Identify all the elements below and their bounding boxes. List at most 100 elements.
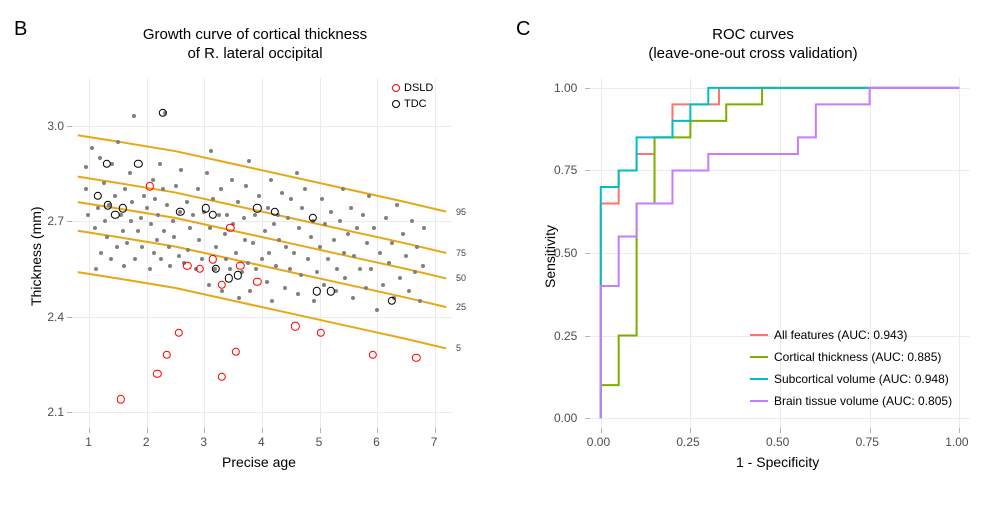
background-point: [367, 194, 371, 198]
background-point: [346, 232, 350, 236]
percentile-label: 50: [456, 273, 466, 283]
background-point: [274, 264, 278, 268]
background-point: [332, 238, 336, 242]
background-point: [296, 292, 300, 296]
background-point: [342, 251, 346, 255]
tick-x-label: 0.50: [766, 435, 789, 449]
roc-legend-label: Subcortical volume (AUC: 0.948): [774, 372, 949, 386]
background-point: [209, 149, 213, 153]
tick-x: [959, 428, 960, 433]
background-point: [119, 213, 123, 217]
background-point: [179, 168, 183, 172]
background-point: [115, 245, 119, 249]
legend-dsld-label: DSLD: [404, 82, 433, 94]
background-point: [251, 241, 255, 245]
tick-x-label: 0.25: [676, 435, 699, 449]
background-point: [130, 200, 134, 204]
percentile-label: 75: [456, 248, 466, 258]
background-point: [265, 280, 269, 284]
background-point: [315, 270, 319, 274]
background-point: [168, 264, 172, 268]
background-point: [125, 241, 129, 245]
background-point: [129, 219, 133, 223]
roc-legend-label: Cortical thickness (AUC: 0.885): [774, 350, 941, 364]
background-point: [205, 171, 209, 175]
background-point: [248, 289, 252, 293]
background-point: [384, 216, 388, 220]
background-point: [358, 267, 362, 271]
background-point: [299, 273, 303, 277]
background-point: [364, 286, 368, 290]
background-point: [158, 162, 162, 166]
background-point: [343, 276, 347, 280]
background-point: [407, 289, 411, 293]
background-point: [139, 216, 143, 220]
background-point: [165, 203, 169, 207]
tick-x: [870, 428, 871, 433]
percentile-label: 25: [456, 302, 466, 312]
background-point: [102, 181, 106, 185]
roc-legend-swatch-icon: [750, 356, 768, 358]
figure-page: B Growth curve of cortical thickness of …: [0, 0, 996, 508]
background-point: [300, 206, 304, 210]
background-point: [246, 261, 250, 265]
panel-b-curves: [72, 78, 452, 428]
background-point: [171, 219, 175, 223]
background-point: [140, 245, 144, 249]
background-point: [151, 178, 155, 182]
tick-y-label: 0.75: [554, 163, 577, 177]
background-point: [365, 241, 369, 245]
background-point: [312, 299, 316, 303]
background-point: [322, 283, 326, 287]
background-point: [156, 213, 160, 217]
background-point: [148, 267, 152, 271]
percentile-label: 5: [456, 343, 461, 353]
background-point: [109, 257, 113, 261]
panel-b-ylabel: Thickness (mm): [28, 206, 44, 306]
background-point: [413, 270, 417, 274]
background-point: [185, 200, 189, 204]
background-point: [341, 187, 345, 191]
panel-b-title-line2: of R. lateral occipital: [187, 45, 322, 62]
tick-x-label: 3: [200, 435, 207, 449]
tick-x: [780, 428, 781, 433]
background-point: [132, 114, 136, 118]
background-point: [297, 226, 301, 230]
background-point: [96, 206, 100, 210]
tick-x-label: 6: [373, 435, 380, 449]
background-point: [90, 146, 94, 150]
tick-x: [204, 428, 205, 433]
background-point: [415, 245, 419, 249]
tick-x: [320, 428, 321, 433]
roc-legend-label: All features (AUC: 0.943): [774, 328, 907, 342]
background-point: [395, 203, 399, 207]
background-point: [113, 194, 117, 198]
tick-x: [601, 428, 602, 433]
tick-y-label: 2.4: [34, 310, 64, 324]
panel-b-plot: 12345672.12.42.73.0957550255: [72, 78, 452, 428]
legend-tdc: TDC: [392, 98, 427, 110]
background-point: [217, 213, 221, 217]
background-point: [224, 257, 228, 261]
tick-y-label: 3.0: [34, 119, 64, 133]
background-point: [326, 257, 330, 261]
background-point: [172, 235, 176, 239]
tick-x-label: 1.00: [945, 435, 968, 449]
tick-x: [262, 428, 263, 433]
background-point: [398, 276, 402, 280]
background-point: [284, 245, 288, 249]
roc-legend-brain: Brain tissue volume (AUC: 0.805): [750, 394, 952, 408]
background-point: [153, 197, 157, 201]
dsld-marker-icon: [392, 84, 400, 92]
tick-x-label: 0.00: [587, 435, 610, 449]
background-point: [174, 184, 178, 188]
background-point: [236, 200, 240, 204]
background-point: [98, 156, 102, 160]
background-point: [263, 229, 267, 233]
tick-x: [377, 428, 378, 433]
background-point: [94, 267, 98, 271]
legend-tdc-label: TDC: [404, 98, 427, 110]
background-point: [84, 165, 88, 169]
tick-x-label: 7: [431, 435, 438, 449]
panel-c-title-line2: (leave-one-out cross validation): [648, 45, 857, 62]
